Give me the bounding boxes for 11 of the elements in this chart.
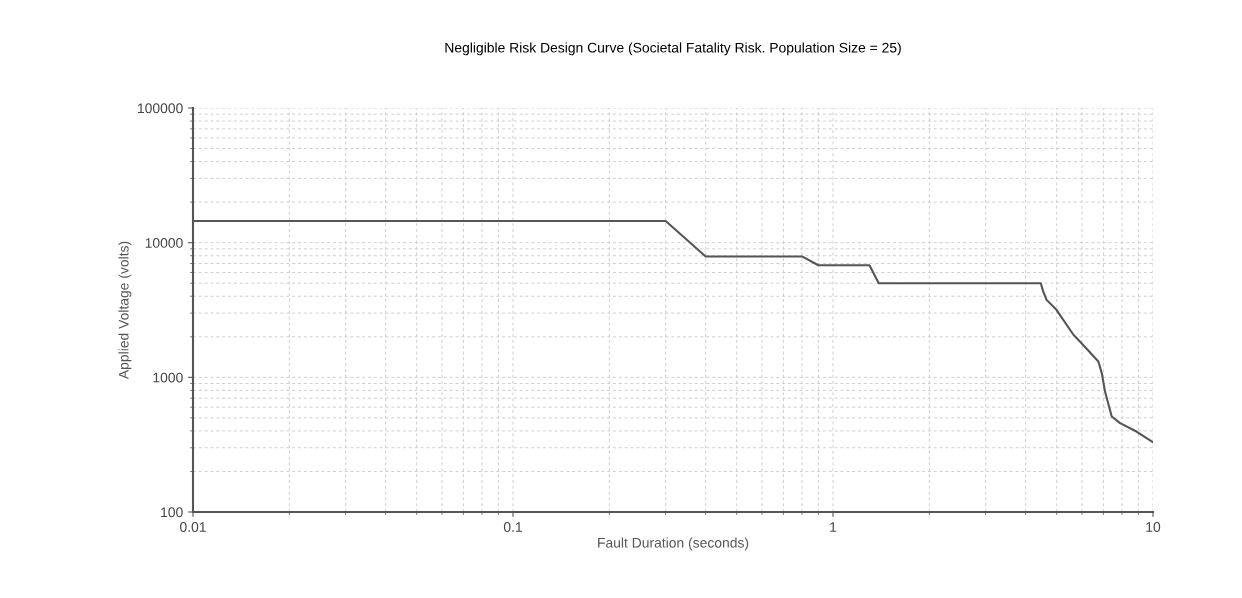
x-tick-label: 10 xyxy=(1146,522,1161,532)
x-tick-label: 0.1 xyxy=(503,522,522,532)
y-tick-label: 100 xyxy=(161,507,183,518)
x-tick-label: 1 xyxy=(830,522,837,532)
y-axis-title: Applied Voltage (volts) xyxy=(118,241,132,380)
y-tick-label: 100000 xyxy=(138,103,183,114)
y-tick-label: 1000 xyxy=(153,372,183,383)
x-tick-label: 0.01 xyxy=(180,522,206,532)
chart-title: Negligible Risk Design Curve (Societal Fatality Risk. Population Size = 25) xyxy=(445,42,901,56)
x-axis-title: Fault Duration (seconds) xyxy=(598,537,749,551)
y-tick-label: 10000 xyxy=(145,238,183,248)
